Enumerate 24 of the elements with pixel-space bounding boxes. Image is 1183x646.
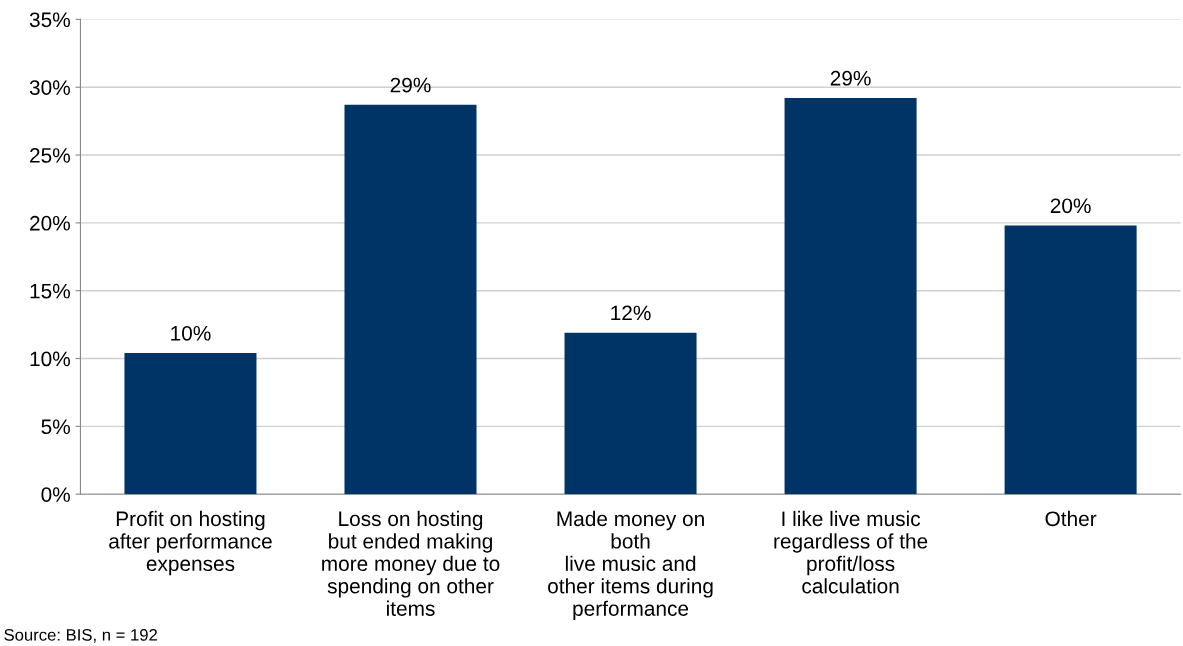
data-label: 20% (1050, 198, 1091, 214)
y-tick-label: 30% (29, 80, 70, 95)
x-tick-label: Made money on both live music and other items during performance (548, 510, 713, 621)
data-label: 10% (171, 325, 211, 341)
bar (784, 98, 917, 495)
bar (124, 353, 257, 495)
x-tick-label: I like live music regardless of the profit/loss calculation (774, 510, 928, 594)
y-tick-label: 20% (30, 215, 70, 231)
y-tick-label: 10% (30, 351, 70, 367)
source-note: Source: BIS, n = 192 (4, 628, 157, 643)
y-tick-label: 0% (41, 487, 70, 502)
y-tick-label: 5% (41, 419, 70, 435)
y-tick-label: 25% (30, 148, 70, 163)
bar (564, 332, 697, 495)
y-tick-label: 35% (29, 12, 70, 28)
data-label: 29% (830, 70, 871, 86)
data-label: 29% (390, 77, 431, 93)
x-tick-label: Loss on hosting but ended making more money due to spending on other items (322, 510, 500, 616)
y-tick-label: 15% (30, 283, 70, 299)
x-tick-label: Other (1045, 510, 1097, 527)
bar (1004, 225, 1137, 495)
data-label: 12% (611, 305, 651, 321)
bar (344, 104, 477, 495)
x-tick-label: Profit on hosting after performance expenses (109, 510, 272, 576)
